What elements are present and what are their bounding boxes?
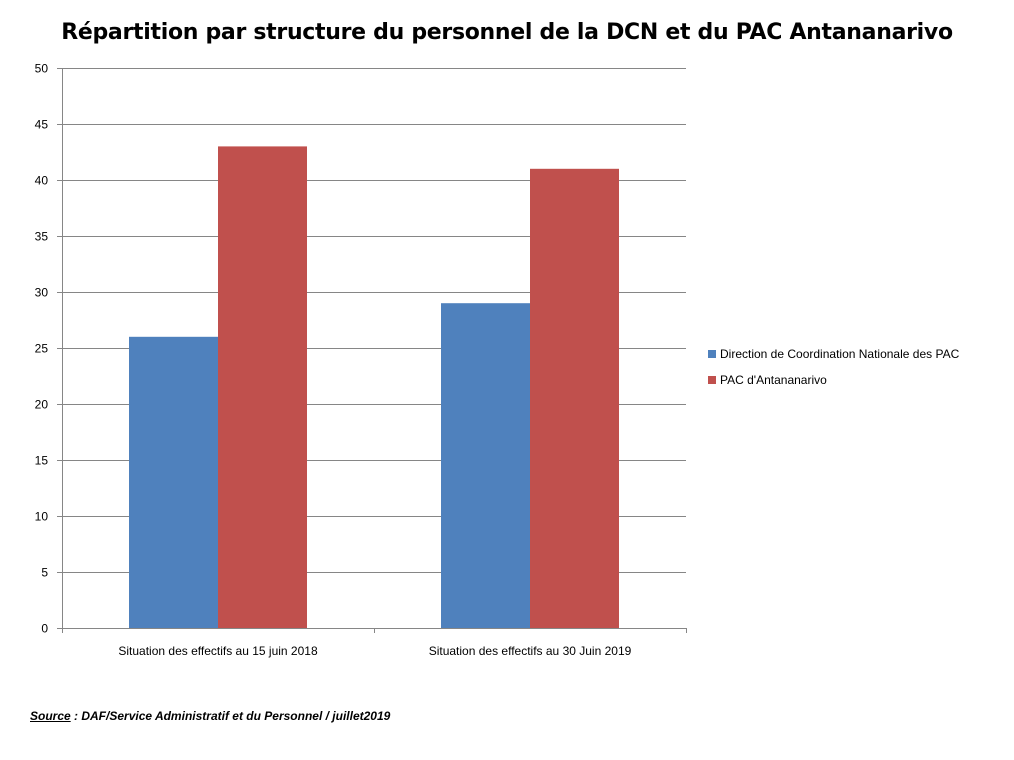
legend-item-dcn: Direction de Coordination Nationale des … [708, 341, 959, 367]
y-tick-label: 25 [35, 342, 49, 356]
y-tick-label: 15 [35, 454, 49, 468]
legend-item-pac: PAC d'Antananarivo [708, 367, 959, 393]
chart-plot: 0 5 10 15 20 25 30 35 40 45 50 Situation des effect… [35, 62, 687, 658]
y-tick-label: 5 [41, 566, 48, 580]
x-category-label: Situation des effectifs au 15 juin 2018 [118, 644, 318, 658]
chart-title: Répartition par structure du personnel d… [61, 20, 953, 45]
y-tick-label: 35 [35, 230, 49, 244]
y-tick-label: 0 [41, 622, 48, 636]
x-category-label: Situation des effectifs au 30 Juin 2019 [429, 644, 632, 658]
legend-label-pac: PAC d'Antananarivo [720, 373, 827, 387]
y-tick-label: 30 [35, 286, 49, 300]
y-tick-label: 20 [35, 398, 49, 412]
legend: Direction de Coordination Nationale des … [708, 341, 959, 393]
bar [218, 146, 307, 628]
bar [129, 336, 218, 628]
legend-swatch-dcn [708, 350, 716, 358]
y-tick-label: 50 [35, 62, 49, 76]
source-note: Source : DAF/Service Administratif et du… [30, 709, 390, 723]
y-tick-label: 10 [35, 510, 49, 524]
y-tick-label: 40 [35, 174, 49, 188]
bar [530, 168, 619, 629]
source-text: : DAF/Service Administratif et du Person… [70, 709, 391, 723]
bar [441, 303, 530, 628]
legend-swatch-pac [708, 376, 716, 384]
legend-label-dcn: Direction de Coordination Nationale des … [720, 347, 960, 361]
source-label: Source [30, 709, 71, 723]
y-tick-label: 45 [35, 118, 49, 132]
